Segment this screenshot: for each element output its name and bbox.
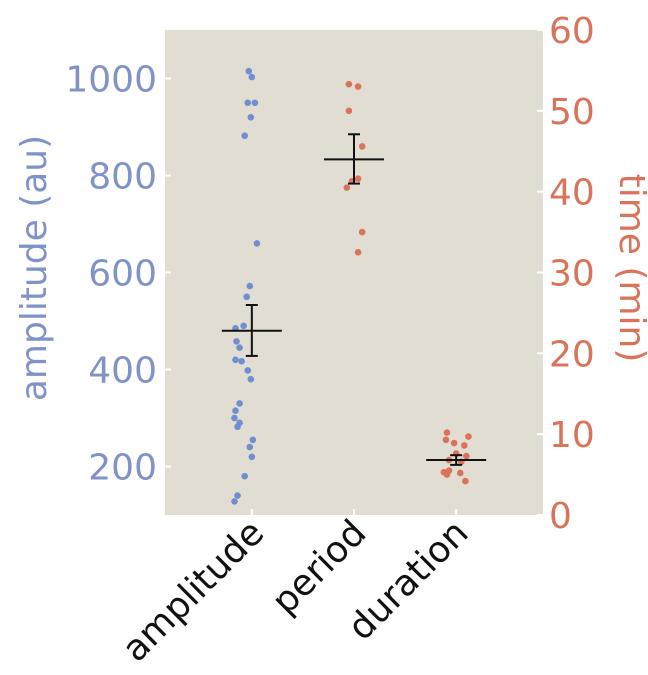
amplitude-point — [231, 498, 238, 505]
duration-point — [465, 433, 472, 440]
right-axis-label: time (min) — [611, 174, 648, 363]
left-tick-label: 1000 — [65, 60, 157, 101]
right-axis-ticks: 0 10 20 30 40 50 60 — [537, 11, 595, 537]
amplitude-point — [244, 367, 252, 374]
right-tick-label: 60 — [549, 11, 595, 52]
amplitude-point — [234, 423, 241, 431]
period-point — [354, 175, 362, 183]
amplitude-point — [248, 453, 256, 461]
plot-area — [165, 30, 543, 515]
amplitude-point — [247, 375, 255, 383]
duration-point — [442, 436, 450, 444]
amplitude-point — [236, 344, 243, 351]
duration-point — [463, 452, 470, 460]
amplitude-point — [248, 73, 256, 81]
left-tick-label: 800 — [88, 157, 157, 198]
period-point — [343, 184, 351, 191]
right-tick-label: 10 — [549, 415, 595, 456]
amplitude-point — [232, 356, 239, 364]
period-point — [354, 248, 362, 256]
amplitude-point — [249, 436, 257, 444]
amplitude-point — [236, 400, 243, 407]
left-axis-ticks: 200 400 600 800 1000 — [65, 60, 171, 489]
period-point — [354, 83, 362, 90]
duration-point — [462, 477, 469, 485]
period-point — [358, 228, 366, 236]
amplitude-point — [247, 114, 255, 121]
duration-point — [456, 469, 464, 477]
right-tick-label: 50 — [549, 92, 595, 133]
left-tick-label: 200 — [88, 448, 157, 489]
left-tick-label: 600 — [88, 254, 157, 295]
duration-point — [443, 471, 451, 478]
duration-point — [450, 439, 458, 447]
right-tick-label: 20 — [549, 334, 595, 375]
amplitude-point — [244, 99, 252, 107]
amplitude-point — [241, 472, 248, 480]
x-tick-label: amplitude — [115, 512, 273, 670]
period-point — [358, 143, 366, 150]
right-tick-label: 30 — [549, 254, 595, 295]
amplitude-point — [246, 443, 254, 451]
left-axis-label: amplitude (au) — [14, 135, 55, 401]
duration-point — [443, 429, 451, 436]
right-tick-label: 40 — [549, 173, 595, 214]
amplitude-point — [253, 240, 261, 247]
left-tick-label: 400 — [88, 351, 157, 392]
amplitude-point — [240, 322, 247, 330]
amplitude-point — [234, 492, 241, 499]
period-point — [345, 80, 353, 88]
amplitude-point — [251, 99, 259, 107]
right-tick-label: 0 — [549, 496, 572, 537]
amplitude-point — [245, 67, 253, 75]
mean-error-bars — [221, 133, 487, 466]
amplitude-point — [232, 407, 239, 415]
amplitude-point — [238, 357, 245, 365]
amplitude-point — [233, 338, 240, 345]
period-point — [345, 107, 353, 115]
amplitude-point — [243, 293, 251, 301]
duration-point — [461, 442, 468, 449]
amplitude-point — [241, 132, 248, 140]
amplitude-point — [246, 282, 254, 290]
amplitude-point — [231, 414, 238, 422]
